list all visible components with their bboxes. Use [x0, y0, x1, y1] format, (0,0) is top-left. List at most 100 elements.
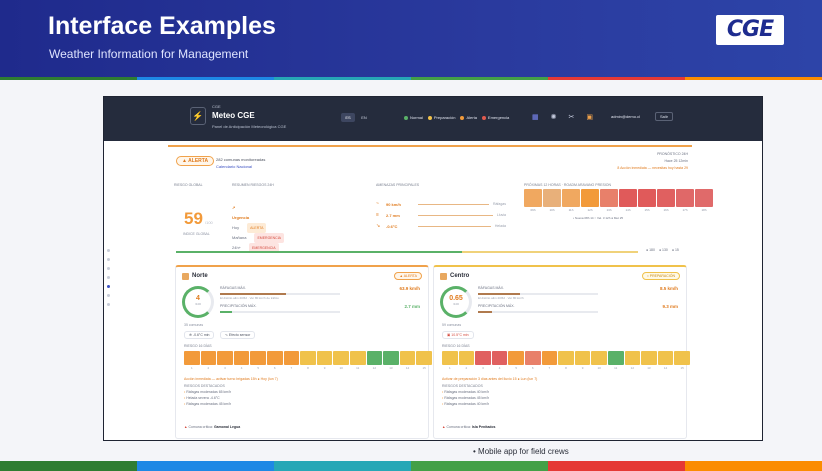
- hour-risk-cell[interactable]: [695, 189, 713, 207]
- page-dot[interactable]: [107, 249, 110, 252]
- page-dot-active[interactable]: [107, 285, 110, 288]
- lang-en-button[interactable]: EN: [361, 115, 367, 120]
- region-hours-label: RIESGO 16 DÍAS: [442, 344, 470, 348]
- page-dot[interactable]: [107, 276, 110, 279]
- count-normal: ● 180: [646, 248, 655, 252]
- day-risk-cell[interactable]: [541, 351, 558, 365]
- region-risk-list: Ráfagas moderadas 40 km/h Ráfagas modera…: [442, 389, 489, 407]
- hour-label: 15h: [644, 208, 650, 212]
- day-label: 2: [207, 366, 210, 370]
- region-status-badge: ○ PREPARACIÓN: [641, 272, 680, 280]
- day-risk-cell[interactable]: [300, 351, 316, 365]
- condition-row: Hoy ALERTA: [232, 223, 284, 233]
- day-risk-cell[interactable]: [283, 351, 300, 365]
- metric-rain: ≡ 2.7 mm Lluvia: [376, 212, 506, 218]
- day-risk-cell[interactable]: [574, 351, 591, 365]
- hour-risk-cell[interactable]: [524, 189, 542, 207]
- day-risk-cell[interactable]: [641, 351, 657, 365]
- day-risk-cell[interactable]: [333, 351, 349, 365]
- page-dot[interactable]: [107, 258, 110, 261]
- hour-risk-cell[interactable]: [657, 189, 675, 207]
- day-risk-cell[interactable]: [416, 351, 432, 365]
- gauge-unit: /100: [453, 302, 459, 306]
- day-risk-cell[interactable]: [491, 351, 508, 365]
- legend-label: Normal: [410, 115, 423, 120]
- day-risk-cell[interactable]: [200, 351, 217, 365]
- day-label: 10: [597, 366, 601, 370]
- day-risk-cell[interactable]: [475, 351, 491, 365]
- day-risk-cell[interactable]: [399, 351, 416, 365]
- day-risk-cell[interactable]: [184, 351, 200, 365]
- day-label: 7: [290, 366, 293, 370]
- legend-item: Emergencia: [481, 115, 509, 120]
- day-label: 15: [422, 366, 426, 370]
- day-risk-cell[interactable]: [349, 351, 366, 365]
- summary-info: 282 comunas monitoreadas Calendario Naci…: [216, 156, 265, 170]
- hour-risk-cell[interactable]: [638, 189, 656, 207]
- logout-button[interactable]: Salir: [655, 112, 673, 121]
- day-risk-cell[interactable]: [442, 351, 458, 365]
- day-risk-cell[interactable]: [316, 351, 333, 365]
- day-label: 4: [240, 366, 243, 370]
- day-risk-cell[interactable]: [524, 351, 541, 365]
- metric-frost: ↘ -0.6°C Helada: [376, 223, 506, 229]
- region-card-norte[interactable]: Norte ▲ ALERTA 4 /100 RÁFAGAS MÁX. 63.9 …: [175, 265, 432, 439]
- day-risk-cell[interactable]: [607, 351, 624, 365]
- day-risk-cell[interactable]: [383, 351, 399, 365]
- day-risk-cell[interactable]: [624, 351, 641, 365]
- region-gauge: 4 /100: [182, 286, 214, 318]
- page-dot[interactable]: [107, 267, 110, 270]
- region-title: Centro: [450, 273, 470, 279]
- sensor-chip[interactable]: ∿ Efecto sensor: [220, 331, 256, 339]
- flame-icon: ▲: [184, 425, 188, 429]
- day-label: 15: [680, 366, 684, 370]
- day-label: 11: [614, 366, 618, 370]
- grid-icon[interactable]: ▦: [532, 114, 539, 121]
- day-risk-cell[interactable]: [558, 351, 574, 365]
- day-risk-cell[interactable]: [657, 351, 674, 365]
- region-status-badge: ▲ ALERTA: [394, 272, 422, 280]
- day-label: 6: [273, 366, 276, 370]
- slide-header: Interface Examples Weather Information f…: [0, 0, 822, 77]
- count-prep: ● 130: [658, 248, 668, 252]
- tools-icon[interactable]: ✂: [568, 114, 575, 121]
- hour-label: 18h: [701, 208, 707, 212]
- day-risk-cell[interactable]: [591, 351, 607, 365]
- hour-risk-cell[interactable]: [676, 189, 694, 207]
- metric-label: RÁFAGAS MÁX.: [220, 286, 247, 290]
- day-risk-cell[interactable]: [458, 351, 475, 365]
- metric-label: PRECIPITACIÓN MÁX.: [478, 304, 515, 308]
- metric-bar-fill: [478, 311, 493, 313]
- day-label: 1: [190, 366, 193, 370]
- day-risk-cell[interactable]: [366, 351, 383, 365]
- region-title: Norte: [192, 273, 208, 279]
- briefcase-icon[interactable]: ▣: [586, 114, 593, 121]
- hour-risk-cell[interactable]: [543, 189, 561, 207]
- day-risk-cell[interactable]: [250, 351, 266, 365]
- day-label: 4: [498, 366, 501, 370]
- region-daily-risk: [184, 351, 432, 365]
- lang-es-button[interactable]: ES: [341, 113, 355, 122]
- page-dot[interactable]: [107, 294, 110, 297]
- day-risk-cell[interactable]: [266, 351, 283, 365]
- lightning-icon: ⚡: [190, 107, 206, 125]
- rain-icon: ≡: [376, 212, 379, 218]
- hour-risk-cell[interactable]: [581, 189, 599, 207]
- temp-chip[interactable]: ❄ -0.6°C min: [184, 331, 215, 339]
- temp-chip[interactable]: ▣ 10.5°C min: [442, 331, 474, 339]
- region-card-centro[interactable]: Centro ○ PREPARACIÓN 0.65 /100 RÁFAGAS M…: [433, 265, 690, 439]
- hour-label: 17h: [682, 208, 688, 212]
- region-rain-metric: PRECIPITACIÓN MÁX. 2.7 mm: [220, 304, 420, 313]
- hour-risk-cell[interactable]: [562, 189, 580, 207]
- metric-value: 9.3 mm: [662, 304, 678, 309]
- page-dot[interactable]: [107, 303, 110, 306]
- day-risk-cell[interactable]: [217, 351, 233, 365]
- hour-risk-cell[interactable]: [619, 189, 637, 207]
- settings-icon[interactable]: ✺: [550, 114, 557, 121]
- day-risk-cell[interactable]: [674, 351, 690, 365]
- metrics-label: AMENAZAS PRINCIPALES: [376, 183, 420, 187]
- day-risk-cell[interactable]: [233, 351, 250, 365]
- strip-segment: [411, 77, 548, 80]
- hour-risk-cell[interactable]: [600, 189, 618, 207]
- day-risk-cell[interactable]: [508, 351, 524, 365]
